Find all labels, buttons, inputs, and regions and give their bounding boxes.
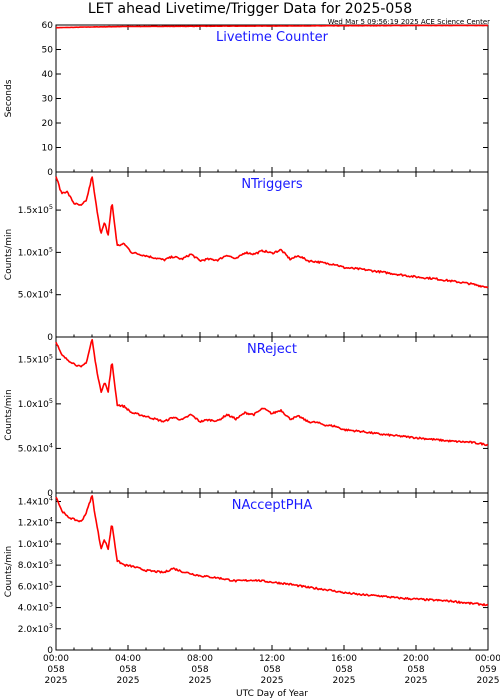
- y-tick-label: 40: [42, 70, 54, 80]
- panel-label: NReject: [247, 342, 297, 357]
- y-axis-label: Seconds: [4, 79, 14, 117]
- panel-label: Livetime Counter: [216, 30, 329, 45]
- x-tick-label: 058: [191, 665, 208, 675]
- x-tick-label: 058: [47, 665, 64, 675]
- y-tick-label: 0: [47, 168, 53, 178]
- panel-nreject: 0 5.0x104 1.0x105 1.5x105 Counts/min NReject: [4, 336, 489, 499]
- x-tick-label: 2025: [405, 676, 428, 686]
- y-tick-label: 10: [42, 144, 54, 154]
- plot-frame: [55, 336, 489, 494]
- x-tick-label: 2025: [477, 676, 500, 686]
- x-tick-label: 00:00: [475, 654, 500, 664]
- y-tick-label: 0: [47, 489, 53, 499]
- y-tick-label: 0: [47, 333, 53, 343]
- y-tick-label: 1.2x104: [18, 516, 53, 529]
- y-tick-label: 0: [47, 646, 53, 656]
- plot-frame: [55, 24, 489, 173]
- data-series-line: [55, 24, 489, 29]
- x-tick-label: 2025: [333, 676, 356, 686]
- x-tick-label: 058: [263, 665, 280, 675]
- x-tick-label: 08:00: [187, 654, 213, 664]
- y-tick-label: 2.0x103: [18, 622, 53, 635]
- y-axis-label: Counts/min: [4, 546, 14, 597]
- x-tick-label: 2025: [45, 676, 68, 686]
- y-tick-label: 5.0x104: [18, 288, 53, 301]
- plot-frame: [55, 171, 489, 338]
- y-tick-label: 60: [42, 21, 54, 31]
- data-series-line: [55, 495, 489, 607]
- panel-nacceptpha: 0 2.0x103 4.0x103 6.0x103 8.0x103 1.0x104 1.2x…: [4, 492, 489, 656]
- y-axis-label: Counts/min: [4, 389, 14, 440]
- panel-label: NAcceptPHA: [232, 498, 313, 513]
- x-tick-label: 059: [479, 665, 496, 675]
- y-tick-label: 1.0x105: [18, 245, 53, 258]
- panel-ntriggers: 0 5.0x104 1.0x105 1.5x105 Counts/min NTrigger…: [4, 171, 489, 343]
- y-tick-label: 5.0x104: [18, 441, 53, 454]
- x-tick-label: 2025: [189, 676, 212, 686]
- panel-livetime-counter: 0 10 20 30 40 50 60 Seconds Livetime Counter: [4, 21, 489, 178]
- x-tick-label: 04:00: [115, 654, 141, 664]
- x-tick-label: 058: [407, 665, 424, 675]
- y-tick-label: 50: [42, 46, 54, 56]
- panel-label: NTriggers: [241, 177, 303, 192]
- plot-frame: [55, 492, 489, 651]
- y-tick-label: 1.5x105: [18, 203, 53, 216]
- y-tick-label: 1.5x105: [18, 352, 53, 365]
- y-tick-label: 4.0x103: [18, 601, 53, 614]
- x-tick-label: 058: [335, 665, 352, 675]
- x-tick-label: 2025: [117, 676, 140, 686]
- x-tick-label: 058: [119, 665, 136, 675]
- x-axis-label: UTC Day of Year: [236, 689, 308, 699]
- y-tick-label: 6.0x103: [18, 579, 53, 592]
- data-series-line: [55, 176, 489, 289]
- y-tick-label: 30: [42, 95, 54, 105]
- y-axis-label: Counts/min: [4, 229, 14, 280]
- x-tick-label: 00:00: [43, 654, 69, 664]
- y-tick-label: 1.0x105: [18, 397, 53, 410]
- data-series-line: [55, 338, 489, 447]
- x-tick-label: 2025: [261, 676, 284, 686]
- x-tick-label: 16:00: [331, 654, 357, 664]
- x-tick-label: 12:00: [259, 654, 285, 664]
- y-tick-label: 1.0x104: [18, 537, 53, 550]
- chart-title: LET ahead Livetime/Trigger Data for 2025…: [88, 1, 412, 17]
- y-tick-label: 8.0x103: [18, 558, 53, 571]
- y-tick-label: 20: [42, 119, 54, 129]
- generation-timestamp: Wed Mar 5 09:56:19 2025 ACE Science Cent…: [328, 18, 491, 26]
- panel-stack: 0 10 20 30 40 50 60 Seconds Livetime Counter 0 5.0…: [4, 21, 500, 686]
- y-tick-label: 1.4x104: [18, 494, 53, 507]
- x-tick-label: 20:00: [403, 654, 429, 664]
